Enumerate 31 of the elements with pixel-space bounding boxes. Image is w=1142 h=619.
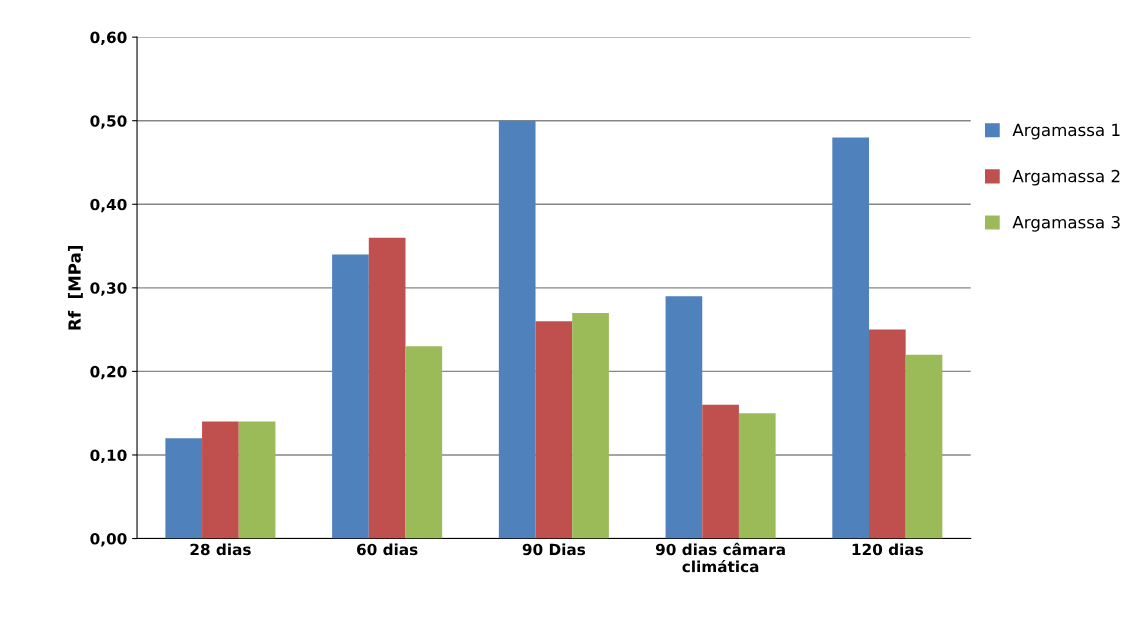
legend-label: Argamassa 2 [1012,169,1120,186]
x-tick-label: 90 dias câmara climática [655,542,785,573]
bar [165,438,203,539]
bar [332,254,369,539]
bar [405,346,443,539]
bar [702,404,739,539]
y-tick-label: 0,30 [90,282,127,296]
y-tick-label: 0,20 [90,365,127,380]
bar [202,421,239,539]
bar [498,120,536,539]
bar [665,296,703,539]
y-tick-label: 0,60 [90,31,127,46]
bar [868,329,906,539]
bar [368,237,406,539]
y-tick-label: 0,40 [90,198,127,213]
bar [572,312,609,539]
y-tick-label: 0,10 [90,449,127,463]
legend-label: Argamassa 3 [1012,215,1120,232]
x-tick-label: 28 dias [190,543,251,556]
y-tick-label: 0,00 [90,533,127,547]
bar [832,137,869,539]
bar [535,321,573,539]
y-axis-title: Rf [MPa] [67,246,83,330]
x-tick-label: 90 Dias [522,543,586,556]
x-tick-label: 120 dias [852,543,923,556]
legend-label: Argamassa 1 [1012,123,1120,140]
bar [238,421,276,539]
bar [905,354,943,539]
y-tick-label: 0,50 [90,115,127,129]
bar [738,413,776,539]
x-tick-label: 60 dias [357,543,418,556]
